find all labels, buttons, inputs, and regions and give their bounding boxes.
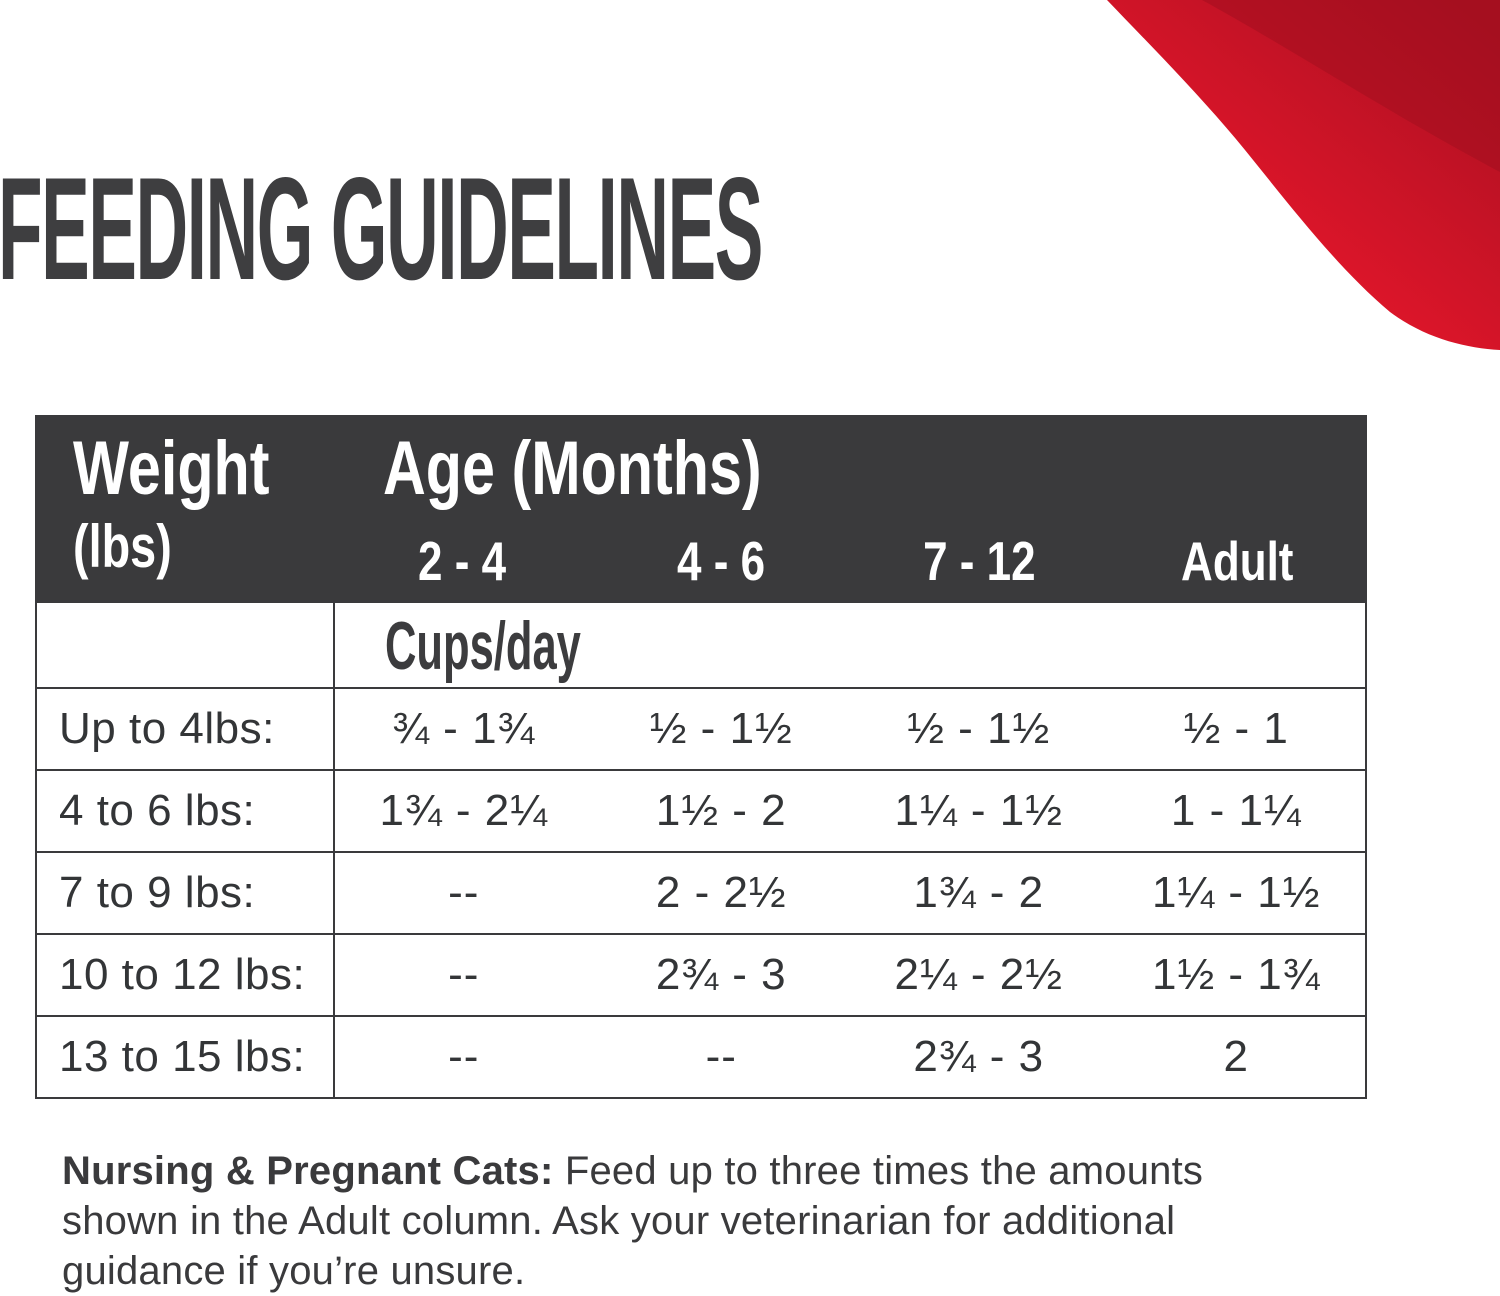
value-cell: 2¾ - 3 [913,1032,1045,1081]
table-row: 7 to 9 lbs: -- 2 - 2½ 1¾ - 2 1¼ - 1½ [37,851,1365,933]
header-col-4-6: 4 - 6 [676,530,765,592]
value-cell: 1¾ - 2 [913,868,1045,917]
value-cell: ½ - 1 [1183,704,1289,753]
header-age-columns: 2 - 4 4 - 6 7 - 12 Adult [333,534,1367,594]
value-cell: 1¾ - 2¼ [379,786,548,835]
note-bold-prefix: Nursing & Pregnant Cats: [62,1149,554,1193]
value-cell: -- [448,868,480,917]
table-body: Cups/day Up to 4lbs: ¾ - 1¾ ½ - 1½ ½ - 1… [35,603,1367,1099]
weight-cell: 4 to 6 lbs: [59,786,256,835]
header-weight-unit: (lbs) [73,513,172,580]
feeding-table: Weight (lbs) Age (Months) 2 - 4 4 - 6 7 … [35,415,1367,1099]
header-weight-label: Weight [73,426,270,511]
value-cell: 2¼ - 2½ [894,950,1063,999]
page-title: FEEDING GUIDELINES [0,147,763,310]
value-cell: 1½ - 2 [655,786,787,835]
header-col-adult: Adult [1181,530,1294,592]
header-col-2-4: 2 - 4 [418,530,507,592]
value-cell: -- [448,950,480,999]
table-row: Up to 4lbs: ¾ - 1¾ ½ - 1½ ½ - 1½ ½ - 1 [37,687,1365,769]
weight-cell: 7 to 9 lbs: [59,868,256,917]
weight-column-divider [333,603,335,1097]
value-cell: -- [448,1032,480,1081]
value-cell: 1¼ - 1½ [1152,868,1321,917]
red-swoosh-decoration [1107,0,1500,350]
value-cell: ¾ - 1¾ [392,704,536,753]
value-cell: ½ - 1½ [907,704,1051,753]
note-line-1-rest: Feed up to three times the amounts [553,1149,1204,1193]
note-line-3: guidance if you’re unsure. [62,1249,526,1293]
nursing-pregnant-note: Nursing & Pregnant Cats: Feed up to thre… [62,1146,1422,1296]
units-label: Cups/day [385,608,581,684]
value-cell: 2¾ - 3 [655,950,787,999]
swoosh-fold-shade [1202,0,1500,172]
value-cell: -- [705,1032,737,1081]
weight-cell: 13 to 15 lbs: [59,1032,306,1081]
value-cell: ½ - 1½ [649,704,793,753]
note-line-1: Nursing & Pregnant Cats: Feed up to thre… [62,1146,1422,1196]
value-cell: 1½ - 1¾ [1152,950,1321,999]
weight-cell: 10 to 12 lbs: [59,950,306,999]
weight-cell: Up to 4lbs: [59,704,275,753]
units-row: Cups/day [37,603,1365,687]
table-header: Weight (lbs) Age (Months) 2 - 4 4 - 6 7 … [35,415,1367,603]
value-cell: 2 [1223,1032,1249,1081]
header-age-label: Age (Months) [383,426,762,511]
value-cell: 1¼ - 1½ [894,786,1063,835]
table-row: 10 to 12 lbs: -- 2¾ - 3 2¼ - 2½ 1½ - 1¾ [37,933,1365,1015]
table-row: 4 to 6 lbs: 1¾ - 2¼ 1½ - 2 1¼ - 1½ 1 - 1… [37,769,1365,851]
value-cell: 1 - 1¼ [1170,786,1302,835]
note-line-2: shown in the Adult column. Ask your vete… [62,1199,1176,1243]
value-cell: 2 - 2½ [655,868,787,917]
table-row: 13 to 15 lbs: -- -- 2¾ - 3 2 [37,1015,1365,1097]
header-col-7-12: 7 - 12 [922,530,1036,592]
